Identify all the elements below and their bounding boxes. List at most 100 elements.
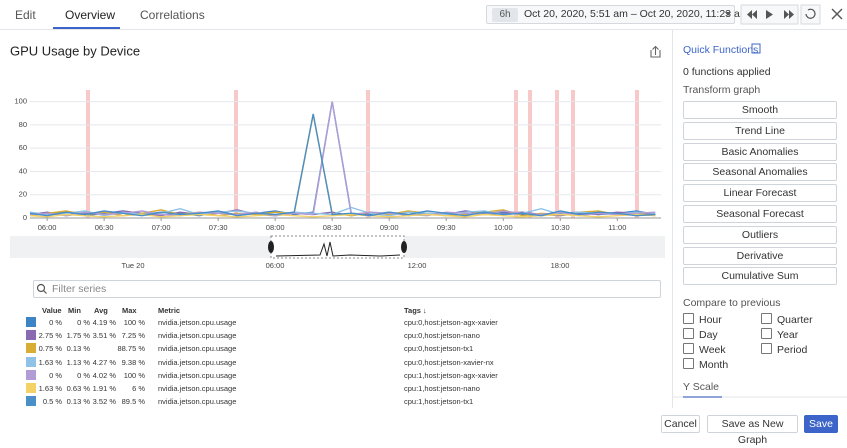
x-tick-label: 08:30 — [323, 223, 342, 232]
compare-checkbox[interactable]: Quarter — [761, 313, 813, 326]
event-band — [234, 90, 238, 218]
row-swatch — [26, 396, 36, 407]
table-cell: 6 % — [132, 384, 145, 393]
function-button[interactable]: Cumulative Sum — [683, 267, 837, 286]
y-tick-label: 80 — [19, 120, 27, 129]
quick-functions-icon[interactable] — [751, 43, 761, 54]
y-scale-tab[interactable]: Y Scale — [683, 381, 719, 393]
close-icon[interactable] — [831, 8, 843, 20]
compare-checkbox[interactable]: Period — [761, 343, 807, 356]
table-cell: cpu:1,host:jetson-nano — [404, 384, 480, 393]
table-cell: 0.5 % — [42, 397, 62, 407]
checkbox[interactable] — [683, 358, 694, 369]
function-button[interactable]: Seasonal Anomalies — [683, 163, 837, 182]
function-button[interactable]: Derivative — [683, 246, 837, 265]
compare-checkbox[interactable]: Week — [683, 343, 726, 356]
table-header: Avg — [94, 306, 108, 315]
row-swatch — [26, 330, 36, 341]
x-tick-label: 08:00 — [266, 223, 285, 232]
search-icon-handle — [43, 290, 47, 294]
y-tick-label: 100 — [14, 97, 27, 106]
table-cell: 0.63 % — [66, 384, 90, 393]
x-tick-label: 06:30 — [95, 223, 114, 232]
navigator — [10, 235, 665, 259]
table-cell: cpu:0,host:jetson-nano — [404, 331, 480, 341]
row-swatch — [26, 317, 36, 327]
compare-checkbox[interactable]: Month — [683, 358, 728, 371]
checkbox[interactable] — [683, 313, 694, 324]
time-picker[interactable] — [486, 5, 735, 24]
x-tick-label: 06:00 — [38, 223, 57, 232]
time-preset[interactable]: 6h — [492, 8, 518, 22]
compare-checkbox[interactable]: Day — [683, 328, 718, 341]
checkbox-label: Month — [699, 359, 729, 371]
table-cell: nvidia.jetson.cpu.usage — [158, 370, 237, 380]
navigator-label: 06:00 — [266, 261, 285, 270]
x-tick-label: 07:00 — [152, 223, 171, 232]
table-cell: nvidia.jetson.cpu.usage — [158, 357, 237, 367]
table-header: Value — [42, 306, 62, 315]
x-tick-label: 11:00 — [608, 223, 626, 232]
tab[interactable]: Edit — [15, 8, 36, 22]
table-cell: cpu:1,host:jetson-tx1 — [404, 397, 474, 407]
x-tick-label: 07:30 — [209, 223, 228, 232]
checkbox-label: Year — [777, 329, 799, 341]
compare-checkbox[interactable]: Hour — [683, 313, 722, 326]
series-line — [29, 113, 656, 217]
function-button[interactable]: Outliers — [683, 225, 837, 244]
function-button[interactable]: Smooth — [683, 101, 837, 119]
function-button[interactable]: Trend Line — [683, 121, 837, 140]
table-cell: 4.02 % — [92, 370, 116, 380]
checkbox[interactable] — [683, 343, 694, 354]
function-button[interactable]: Seasonal Forecast — [683, 205, 837, 223]
event-band — [555, 90, 559, 218]
event-band — [528, 90, 532, 218]
filter-input[interactable] — [33, 280, 661, 298]
forward-icon[interactable] — [784, 10, 794, 19]
x-tick-label: 10:00 — [494, 223, 513, 232]
save-button[interactable]: Save — [804, 415, 838, 433]
checkbox[interactable] — [761, 328, 772, 339]
function-button[interactable]: Linear Forecast — [683, 184, 837, 203]
checkbox[interactable] — [761, 343, 772, 354]
time-range-label[interactable]: Oct 20, 2020, 5:51 am – Oct 20, 2020, 11… — [524, 8, 749, 20]
table-header: Min — [68, 306, 81, 315]
row-swatch — [26, 383, 36, 393]
table-cell: 0.13 % — [66, 344, 90, 354]
filter-placeholder: Filter series — [52, 283, 107, 295]
navigator-handle[interactable] — [401, 241, 407, 253]
table-cell: nvidia.jetson.cpu.usage — [158, 344, 237, 354]
function-button[interactable]: Basic Anomalies — [683, 142, 837, 161]
navigator-handle[interactable] — [268, 241, 274, 253]
event-band — [514, 90, 518, 218]
quick-functions-title[interactable]: Quick Functions — [683, 44, 759, 56]
top-bar — [0, 0, 847, 30]
compare-checkbox[interactable]: Year — [761, 328, 798, 341]
rewind-icon[interactable] — [747, 10, 757, 19]
save-new-button[interactable]: Save as New Graph — [707, 415, 798, 446]
event-band — [571, 90, 575, 218]
checkbox[interactable] — [683, 328, 694, 339]
y-tick-label: 60 — [19, 143, 27, 152]
reset-button[interactable] — [800, 4, 821, 25]
table-cell: 0 % — [49, 318, 62, 327]
dropdown-caret[interactable] — [725, 12, 731, 16]
navigator-window[interactable] — [270, 235, 405, 259]
table-cell: 89.5 % — [121, 397, 145, 407]
checkbox[interactable] — [761, 313, 772, 324]
event-band — [86, 90, 90, 218]
export-icon[interactable] — [650, 45, 661, 58]
table-cell: 1.75 % — [66, 331, 90, 341]
chart-title: GPU Usage by Device — [10, 43, 140, 58]
play-icon[interactable] — [766, 10, 773, 19]
tab[interactable]: Overview — [65, 8, 116, 22]
table-cell: nvidia.jetson.cpu.usage — [158, 318, 237, 327]
y-tick-label: 0 — [23, 213, 27, 222]
y-tick-label: 40 — [19, 166, 27, 175]
cancel-button[interactable]: Cancel — [661, 415, 700, 433]
checkbox-label: Quarter — [777, 314, 813, 326]
reset-icon — [805, 8, 816, 19]
tab[interactable]: Correlations — [140, 8, 205, 22]
series-line — [29, 206, 656, 217]
